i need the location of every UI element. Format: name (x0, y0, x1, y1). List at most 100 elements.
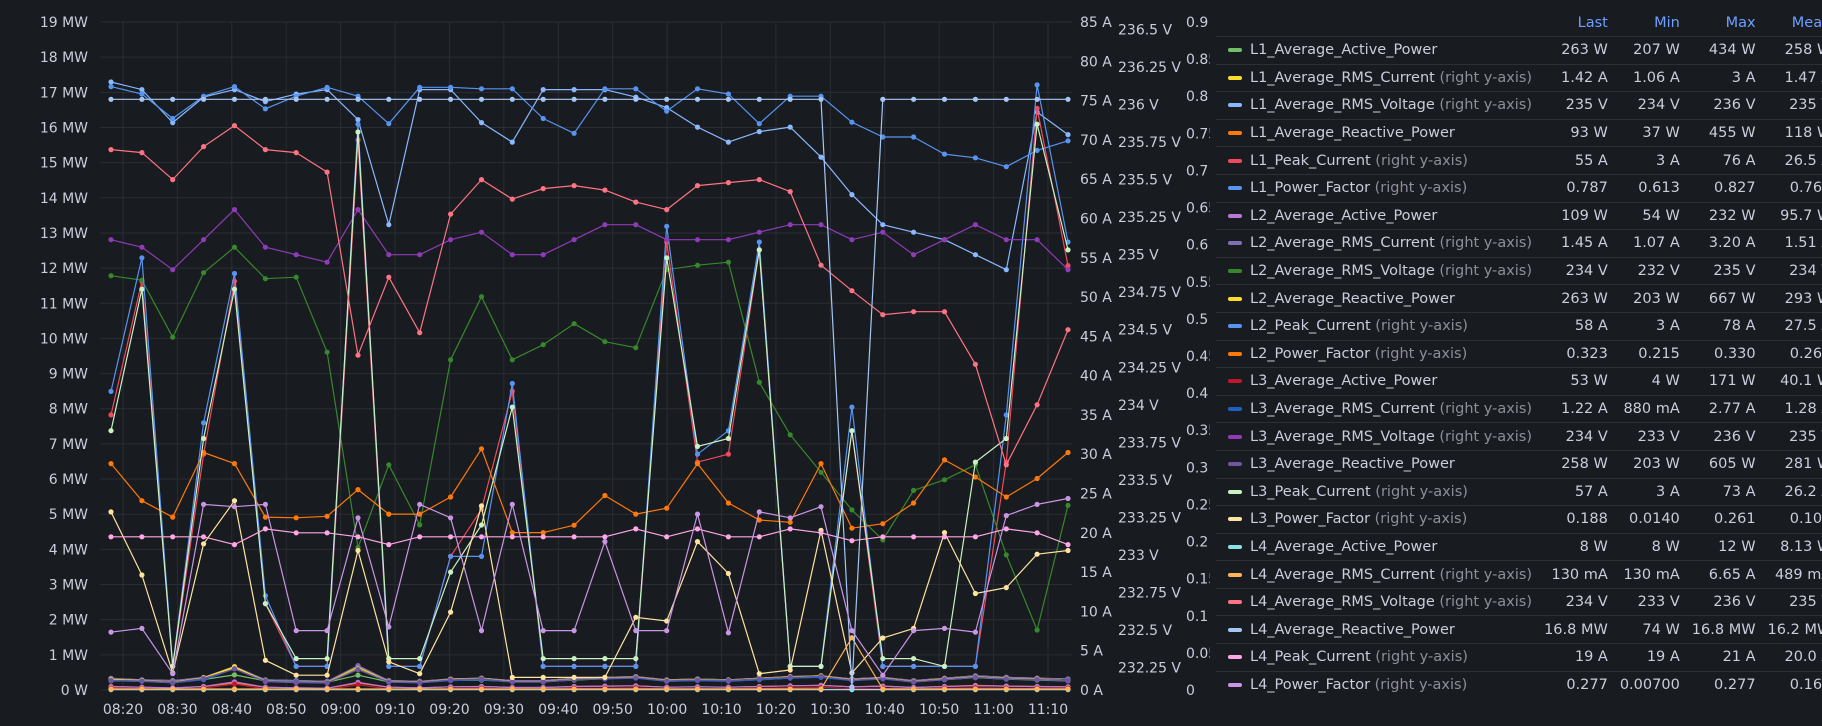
legend-series-name[interactable]: L2_Peak_Current (right y-axis) (1216, 311, 1541, 341)
legend-series-name[interactable]: L4_Average_RMS_Current (right y-axis) (1216, 560, 1541, 589)
data-point (756, 379, 762, 385)
legend-series-name[interactable]: L4_Peak_Current (right y-axis) (1216, 643, 1541, 672)
legend-swatch (1228, 627, 1242, 632)
data-point (386, 511, 392, 517)
legend-series-name[interactable]: L4_Average_RMS_Voltage (right y-axis) (1216, 587, 1541, 616)
data-point (540, 534, 546, 540)
data-point (941, 530, 948, 536)
legend-series-name[interactable]: L3_Power_Factor (right y-axis) (1216, 505, 1541, 534)
legend-series-name[interactable]: L3_Average_RMS_Voltage (right y-axis) (1216, 422, 1541, 451)
legend-series-name[interactable]: L1_Average_RMS_Current (right y-axis) (1216, 63, 1541, 92)
legend-value-min: 234 V (1615, 91, 1688, 120)
legend-series-name[interactable]: L3_Peak_Current (right y-axis) (1216, 477, 1541, 506)
legend-value-min: 54 W (1615, 201, 1688, 230)
legend-row[interactable]: L4_Average_RMS_Voltage (right y-axis) 234… (1216, 587, 1822, 616)
data-point (1034, 82, 1040, 88)
legend-value-mean: 26.2 A (1763, 477, 1822, 506)
legend-header-max[interactable]: Max (1725, 15, 1756, 31)
legend-right-axis-note: (right y-axis) (1434, 263, 1532, 280)
legend-series-name[interactable]: L3_Average_Active_Power (1216, 367, 1541, 396)
data-point (1003, 526, 1009, 532)
legend-series-name[interactable]: L4_Average_Active_Power (1216, 532, 1541, 561)
legend-value-max: 0.330 (1687, 339, 1764, 368)
legend-row[interactable]: L1_Average_RMS_Current (right y-axis) 1.4… (1216, 63, 1822, 92)
legend-series-name[interactable]: L1_Average_Active_Power (1216, 36, 1541, 65)
data-point (417, 671, 423, 677)
data-point (571, 534, 577, 540)
legend-series-name[interactable]: L1_Average_Reactive_Power (1216, 118, 1541, 147)
legend-value-last: 109 W (1540, 201, 1616, 230)
legend-series-name[interactable]: L1_Peak_Current (right y-axis) (1216, 146, 1541, 175)
legend-value-last: 258 W (1540, 449, 1616, 478)
data-point (386, 624, 392, 630)
legend-series-name[interactable]: L2_Average_RMS_Voltage (right y-axis) (1216, 256, 1541, 285)
legend-series-name[interactable]: L4_Power_Factor (right y-axis) (1216, 670, 1541, 699)
data-point (293, 686, 299, 692)
legend-series-name[interactable]: L1_Power_Factor (right y-axis) (1216, 173, 1541, 203)
data-point (448, 609, 454, 615)
data-point (602, 222, 608, 228)
legend-series-name[interactable]: L2_Average_RMS_Current (right y-axis) (1216, 229, 1541, 258)
legend-row[interactable]: L4_Peak_Current (right y-axis) 19 A 19 A 21… (1216, 643, 1822, 672)
legend-row[interactable]: L4_Average_Reactive_Power 16.8 MW 74 W 16.8… (1216, 615, 1822, 644)
data-point (139, 625, 145, 632)
series-L4_Peak_Current (108, 526, 1071, 548)
legend-row[interactable]: L3_Power_Factor (right y-axis) 0.188 0.014… (1216, 505, 1822, 534)
legend-row[interactable]: L1_Average_Active_Power 263 W 207 W 434 W 25… (1216, 36, 1822, 65)
legend-row[interactable]: L2_Average_RMS_Current (right y-axis) 1.4… (1216, 229, 1822, 258)
legend-row[interactable]: L1_Power_Factor (right y-axis) 0.787 0.613… (1216, 173, 1822, 203)
legend-row[interactable]: L4_Power_Factor (right y-axis) 0.277 0.007… (1216, 670, 1822, 699)
legend-row[interactable]: L2_Average_Reactive_Power 263 W 203 W 667 W… (1216, 284, 1822, 313)
data-point (633, 656, 639, 662)
data-point (880, 534, 886, 540)
legend-header-min[interactable]: Min (1654, 15, 1680, 31)
series-L2_Power_Factor (108, 446, 1071, 536)
legend-row[interactable]: L1_Average_Reactive_Power 93 W 37 W 455 W 11… (1216, 118, 1822, 147)
data-point (540, 115, 546, 122)
legend-series-name[interactable]: L1_Average_RMS_Voltage (right y-axis) (1216, 91, 1541, 120)
legend-row[interactable]: L2_Power_Factor (right y-axis) 0.323 0.215… (1216, 339, 1822, 368)
legend-row[interactable]: L4_Average_RMS_Current (right y-axis) 130… (1216, 560, 1822, 589)
series-line (111, 98, 1068, 689)
legend-series-name[interactable]: L2_Average_Reactive_Power (1216, 284, 1541, 313)
legend-value-min: 0.215 (1615, 339, 1688, 368)
legend-value-mean: 234 V (1763, 256, 1822, 285)
data-point (509, 404, 515, 410)
legend-series-name[interactable]: L2_Average_Active_Power (1216, 201, 1541, 230)
legend-right-axis-note: (right y-axis) (1434, 566, 1533, 583)
data-point (725, 91, 732, 97)
legend-series-name[interactable]: L3_Average_Reactive_Power (1216, 449, 1541, 478)
data-point (941, 534, 948, 540)
y-tick-label-right_voltage: 232.25 V (1118, 660, 1181, 676)
legend-value-min: 203 W (1615, 284, 1688, 313)
legend-header-last[interactable]: Last (1577, 15, 1608, 31)
legend-row[interactable]: L2_Average_Active_Power 109 W 54 W 232 W 95.… (1216, 201, 1822, 230)
legend-value-last: 130 mA (1540, 560, 1616, 589)
legend-row[interactable]: L3_Average_RMS_Current (right y-axis) 1.2… (1216, 394, 1822, 423)
data-point (602, 539, 608, 545)
legend-row[interactable]: L3_Average_RMS_Voltage (right y-axis) 234… (1216, 422, 1822, 451)
legend-row[interactable]: L2_Average_RMS_Voltage (right y-axis) 234… (1216, 256, 1822, 285)
y-tick-label-right_current: 15 A (1080, 565, 1112, 581)
y-tick-label-power: 3 MW (49, 578, 88, 594)
legend-row[interactable]: L1_Average_RMS_Voltage (right y-axis) 235… (1216, 91, 1822, 120)
y-tick-label-power: 7 MW (49, 437, 88, 453)
legend-swatch (1228, 48, 1242, 53)
data-point (386, 274, 392, 280)
y-tick-label-power: 17 MW (40, 85, 88, 101)
legend-series-label: L1_Average_RMS_Current (1250, 69, 1435, 86)
legend-series-name[interactable]: L4_Average_Reactive_Power (1216, 615, 1541, 644)
legend-row[interactable]: L3_Average_Reactive_Power 258 W 203 W 605 W… (1216, 449, 1822, 478)
data-point (139, 286, 145, 292)
legend-series-name[interactable]: L2_Power_Factor (right y-axis) (1216, 339, 1541, 368)
data-point (941, 686, 948, 692)
legend-series-name[interactable]: L3_Average_RMS_Current (right y-axis) (1216, 394, 1541, 423)
legend-header-mean[interactable]: Mean (1791, 15, 1822, 31)
data-point (941, 237, 948, 243)
data-point (756, 239, 762, 245)
